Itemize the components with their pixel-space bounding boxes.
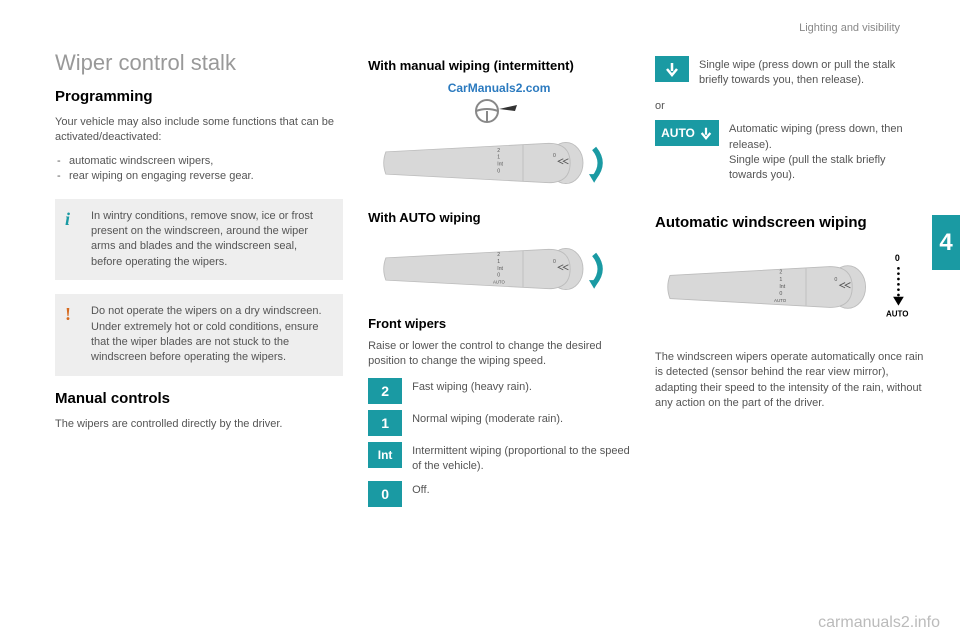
heading-auto-windscreen: Automatic windscreen wiping <box>655 214 925 231</box>
svg-text:Int: Int <box>779 284 785 290</box>
svg-text:2: 2 <box>497 148 500 154</box>
page-columns: Wiper control stalk Programming Your veh… <box>0 0 960 513</box>
svg-text:1: 1 <box>779 277 782 283</box>
svg-text:AUTO: AUTO <box>886 309 909 318</box>
svg-text:AUTO: AUTO <box>774 298 787 303</box>
auto-wipe-row: AUTO Automatic wiping (press down, then … <box>655 120 925 184</box>
badge-int: Int <box>368 442 402 468</box>
svg-text:2: 2 <box>779 269 782 275</box>
programming-list: automatic windscreen wipers, rear wiping… <box>55 154 343 185</box>
column-1: Wiper control stalk Programming Your veh… <box>55 50 343 513</box>
info-text: In wintry conditions, remove snow, ice o… <box>91 210 313 268</box>
watermark-text: CarManuals2.com <box>368 81 630 95</box>
legend-row-0: 0 Off. <box>368 481 630 507</box>
chapter-tab: 4 <box>932 215 960 270</box>
auto-wipe-text: Automatic wiping (press down, then relea… <box>729 120 925 184</box>
badge-0: 0 <box>368 481 402 507</box>
auto-badge: AUTO <box>655 120 719 146</box>
down-arrow-icon <box>664 61 680 77</box>
legend-text: Normal wiping (moderate rain). <box>412 410 630 427</box>
auto-windscreen-text: The windscreen wipers operate automatica… <box>655 350 925 412</box>
heading-auto-wiping: With AUTO wiping <box>368 210 630 225</box>
svg-text:1: 1 <box>497 155 500 161</box>
svg-text:2: 2 <box>497 252 500 258</box>
legend-text: Intermittent wiping (proportional to the… <box>412 442 630 475</box>
section-header: Lighting and visibility <box>799 22 900 34</box>
page-title: Wiper control stalk <box>55 50 343 76</box>
warning-callout: ! Do not operate the wipers on a dry win… <box>55 294 343 376</box>
list-item: automatic windscreen wipers, <box>55 154 343 169</box>
steering-wheel-icon <box>469 97 529 125</box>
svg-text:0: 0 <box>895 253 900 263</box>
warning-icon: ! <box>65 302 71 327</box>
badge-1: 1 <box>368 410 402 436</box>
svg-text:0: 0 <box>779 291 782 297</box>
programming-intro: Your vehicle may also include some funct… <box>55 115 343 146</box>
column-2: With manual wiping (intermittent) CarMan… <box>368 50 630 513</box>
stalk-illustration-manual: 2 1 Int 0 0 <box>368 133 618 193</box>
legend-row-2: 2 Fast wiping (heavy rain). <box>368 378 630 404</box>
legend-text: Off. <box>412 481 630 498</box>
svg-text:Int: Int <box>497 266 503 272</box>
heading-front-wipers: Front wipers <box>368 316 630 331</box>
down-arrow-badge <box>655 56 689 82</box>
warning-text: Do not operate the wipers on a dry winds… <box>91 305 322 363</box>
legend-row-1: 1 Normal wiping (moderate rain). <box>368 410 630 436</box>
column-3: Single wipe (press down or pull the stal… <box>655 50 925 513</box>
heading-manual-wiping: With manual wiping (intermittent) <box>368 58 630 73</box>
legend-row-int: Int Intermittent wiping (proportional to… <box>368 442 630 475</box>
svg-text:0: 0 <box>553 153 556 159</box>
single-wipe-row: Single wipe (press down or pull the stal… <box>655 56 925 89</box>
svg-text:0: 0 <box>497 273 500 279</box>
stalk-illustration-auto-mode: 2 1 Int 0 AUTO 0 0 AUTO <box>655 247 925 327</box>
auto-label: AUTO <box>661 126 695 140</box>
info-icon: i <box>65 207 70 232</box>
svg-text:1: 1 <box>497 259 500 265</box>
footer-url: carmanuals2.info <box>818 614 940 632</box>
svg-text:0: 0 <box>497 168 500 174</box>
or-text: or <box>655 99 925 114</box>
svg-text:0: 0 <box>834 277 837 283</box>
badge-2: 2 <box>368 378 402 404</box>
svg-text:Int: Int <box>497 162 503 168</box>
front-wipers-text: Raise or lower the control to change the… <box>368 339 630 370</box>
down-arrow-icon <box>699 126 713 140</box>
stalk-illustration-auto: 2 1 Int 0 AUTO 0 <box>368 239 618 299</box>
manual-controls-text: The wipers are controlled directly by th… <box>55 417 343 432</box>
list-item: rear wiping on engaging reverse gear. <box>55 169 343 184</box>
legend-text: Fast wiping (heavy rain). <box>412 378 630 395</box>
single-wipe-text: Single wipe (press down or pull the stal… <box>699 56 925 89</box>
info-callout: i In wintry conditions, remove snow, ice… <box>55 199 343 281</box>
heading-programming: Programming <box>55 88 343 105</box>
heading-manual-controls: Manual controls <box>55 390 343 407</box>
svg-text:0: 0 <box>553 259 556 265</box>
svg-text:AUTO: AUTO <box>493 280 505 285</box>
